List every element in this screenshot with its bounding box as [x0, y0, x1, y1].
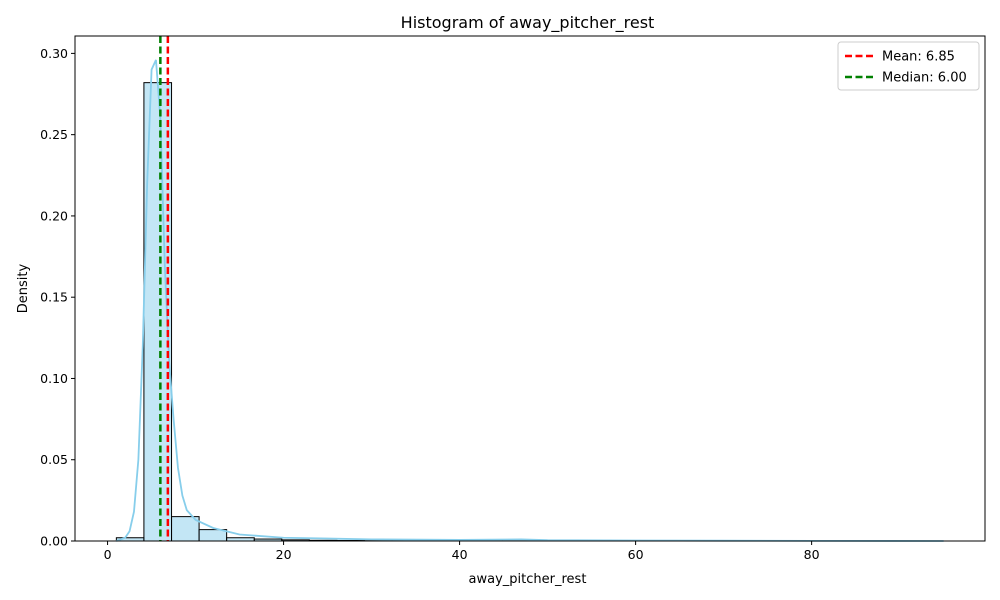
y-tick-label: 0.25 [40, 127, 68, 142]
kde-line [116, 59, 944, 542]
kde-curve-group [116, 59, 944, 542]
x-axis-ticks: 0 20 40 60 80 [104, 541, 820, 562]
y-tick-label: 0.30 [40, 46, 68, 61]
legend: Mean: 6.85 Median: 6.00 [837, 41, 980, 91]
reference-lines [159, 36, 170, 541]
histogram-bar [198, 529, 228, 542]
y-axis-label: Density [16, 263, 31, 313]
x-axis-label: away_pitcher_rest [469, 572, 587, 587]
x-tick-label: 60 [628, 547, 644, 562]
x-tick-label: 20 [276, 547, 292, 562]
y-tick-label: 0.05 [40, 452, 68, 467]
legend-mean-label: Mean: 6.85 [882, 50, 955, 65]
plot-frame [74, 35, 986, 542]
y-tick-label: 0.15 [40, 290, 68, 305]
y-axis-ticks: 0.00 0.05 0.10 0.15 0.20 0.25 0.30 [40, 46, 75, 549]
y-tick-label: 0.20 [40, 208, 68, 223]
legend-median-label: Median: 6.00 [882, 71, 967, 86]
legend-box [837, 41, 980, 91]
y-tick-label: 0.10 [40, 371, 68, 386]
chart-title: Histogram of away_pitcher_rest [401, 13, 655, 33]
x-tick-label: 0 [104, 547, 112, 562]
y-tick-label: 0.00 [40, 534, 68, 549]
histogram-bars [115, 82, 559, 542]
x-tick-label: 80 [804, 547, 820, 562]
x-tick-label: 40 [452, 547, 468, 562]
